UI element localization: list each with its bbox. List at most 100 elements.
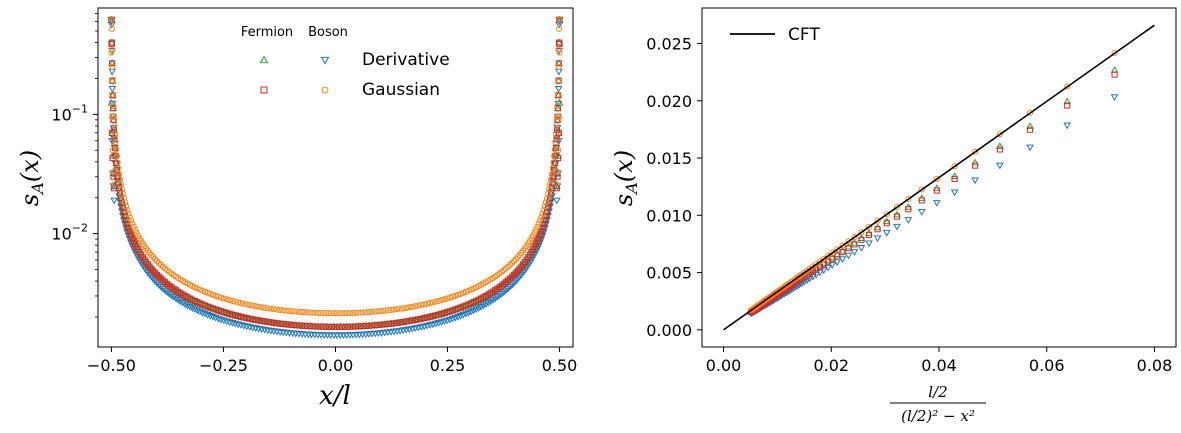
left-point — [289, 321, 296, 329]
left-point — [400, 305, 407, 312]
left-point — [554, 85, 563, 93]
left-point — [193, 307, 202, 315]
legend-marker-fermion-derivative — [259, 55, 269, 64]
left-point — [535, 220, 542, 227]
left-point — [111, 131, 119, 138]
left-point — [255, 303, 262, 310]
left-point — [390, 320, 398, 327]
left-point — [110, 91, 117, 98]
left-point — [220, 317, 228, 325]
left-point — [203, 311, 212, 319]
left-point — [163, 289, 172, 297]
left-point — [314, 309, 321, 316]
left-point — [418, 301, 425, 309]
left-point — [125, 210, 132, 217]
cft-line — [723, 24, 1155, 331]
left-point — [159, 285, 167, 293]
left-point — [397, 319, 404, 326]
left-point — [546, 203, 554, 211]
left-point — [554, 102, 561, 110]
left-point — [157, 284, 165, 291]
left-point — [235, 299, 242, 306]
right-point — [1063, 122, 1072, 130]
left-point — [340, 323, 347, 330]
left-point — [429, 299, 436, 306]
left-edge-point — [109, 129, 116, 136]
left-edge-point — [553, 197, 561, 205]
left-edge-point — [553, 181, 560, 188]
left-point — [452, 292, 459, 299]
right-point — [1026, 109, 1034, 116]
left-point — [449, 293, 456, 300]
left-point — [362, 309, 369, 316]
left-point — [412, 303, 419, 310]
left-point — [454, 291, 462, 298]
left-point — [198, 309, 207, 317]
right-point — [996, 146, 1003, 153]
left-point — [394, 319, 401, 326]
left-point — [115, 165, 122, 172]
right-point — [833, 250, 842, 258]
left-y-tick-label: 10−2 — [51, 222, 88, 244]
right-point — [933, 175, 940, 182]
left-point — [538, 214, 545, 221]
right-point — [950, 189, 959, 197]
left-point — [156, 273, 163, 280]
left-point — [397, 305, 404, 312]
left-point — [534, 223, 541, 231]
right-point — [972, 162, 979, 169]
left-point — [362, 322, 369, 330]
right-point — [747, 307, 755, 314]
left-point — [369, 322, 376, 329]
left-point — [151, 278, 160, 286]
left-point — [350, 309, 357, 316]
left-point — [280, 320, 287, 328]
left-point — [508, 260, 515, 267]
left-point — [223, 296, 230, 303]
left-point — [406, 304, 413, 311]
left-point — [270, 319, 277, 326]
left-edge-point — [111, 181, 118, 188]
left-point — [375, 321, 382, 329]
right-point — [1026, 126, 1034, 133]
left-point — [554, 91, 561, 98]
left-point — [129, 234, 136, 241]
left-point — [545, 204, 552, 211]
right-point — [1064, 83, 1071, 90]
left-point — [214, 315, 223, 323]
left-y-tick-label: 10−1 — [51, 102, 88, 124]
left-point — [548, 171, 555, 178]
left-point — [506, 275, 514, 282]
left-point — [305, 323, 312, 330]
left-point — [228, 319, 237, 327]
right-point — [932, 200, 941, 207]
left-point — [222, 318, 231, 326]
right-point — [845, 238, 852, 245]
right-point — [996, 162, 1004, 170]
left-point — [387, 320, 394, 327]
right-point — [882, 229, 891, 237]
left-point — [108, 16, 115, 23]
left-point — [277, 320, 284, 327]
right-point — [749, 306, 756, 313]
left-point — [390, 306, 398, 313]
left-point — [314, 323, 321, 330]
left-edge-point — [108, 49, 115, 56]
left-point — [123, 203, 130, 210]
left-x-axis-label: x/l — [319, 381, 351, 411]
left-point — [264, 318, 271, 326]
left-point — [286, 321, 293, 328]
right-point — [1064, 102, 1071, 109]
left-point — [286, 307, 293, 315]
left-point — [359, 323, 366, 330]
left-point — [152, 269, 159, 276]
right-point — [951, 163, 958, 170]
right-series-boson-gaussian — [747, 49, 1118, 314]
left-point — [116, 198, 124, 206]
right-point — [883, 220, 890, 227]
left-point — [365, 322, 373, 329]
left-point — [356, 323, 363, 330]
left-point — [209, 291, 217, 298]
right-point — [996, 142, 1004, 149]
left-chart: −0.50 −0.25 0.00 0.25 0.50 10−2 10−1 x/l sA(x… — [16, 7, 577, 411]
